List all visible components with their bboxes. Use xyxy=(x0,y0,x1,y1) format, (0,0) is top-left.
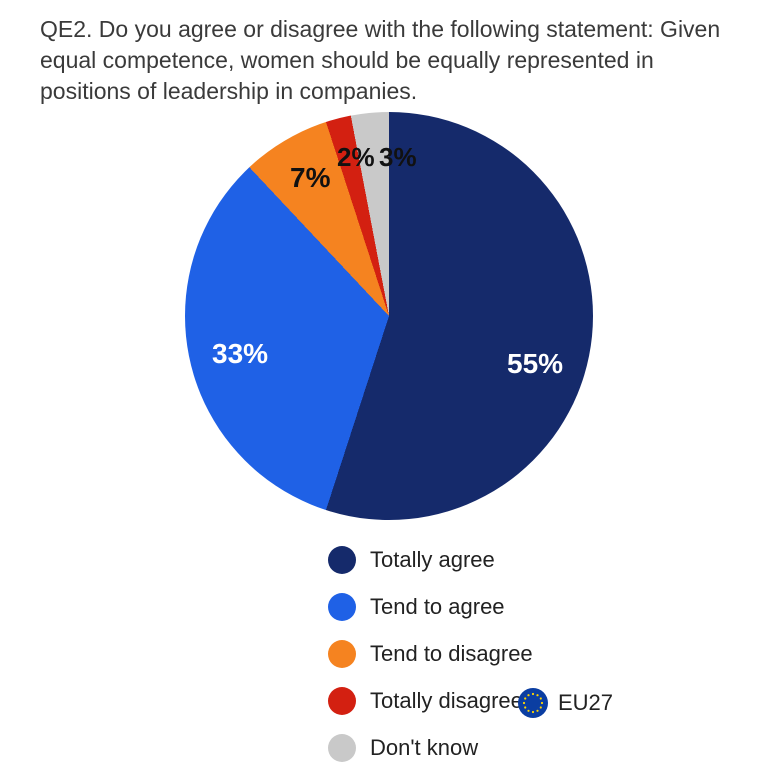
footer-badge-label: EU27 xyxy=(558,690,613,716)
legend-label-4: Don't know xyxy=(370,735,478,761)
legend-item-4: Don't know xyxy=(328,724,533,771)
legend-label-1: Tend to agree xyxy=(370,594,505,620)
chart-title: QE2. Do you agree or disagree with the f… xyxy=(40,14,747,107)
footer-badge: EU27 xyxy=(518,688,613,718)
legend-swatch-0 xyxy=(328,546,356,574)
pie-chart: 55% 33% 7% 2% 3% xyxy=(185,112,593,520)
eu-flag-icon xyxy=(518,688,548,718)
legend-swatch-1 xyxy=(328,593,356,621)
legend-item-1: Tend to agree xyxy=(328,583,533,630)
legend: Totally agree Tend to agree Tend to disa… xyxy=(328,536,533,771)
pie-graphic xyxy=(185,112,593,520)
legend-label-3: Totally disagree xyxy=(370,688,523,714)
legend-swatch-3 xyxy=(328,687,356,715)
legend-label-0: Totally agree xyxy=(370,547,495,573)
legend-swatch-4 xyxy=(328,734,356,762)
legend-item-2: Tend to disagree xyxy=(328,630,533,677)
eu-flag-svg xyxy=(518,688,548,718)
legend-label-2: Tend to disagree xyxy=(370,641,533,667)
legend-swatch-2 xyxy=(328,640,356,668)
legend-item-0: Totally agree xyxy=(328,536,533,583)
legend-item-3: Totally disagree xyxy=(328,677,533,724)
